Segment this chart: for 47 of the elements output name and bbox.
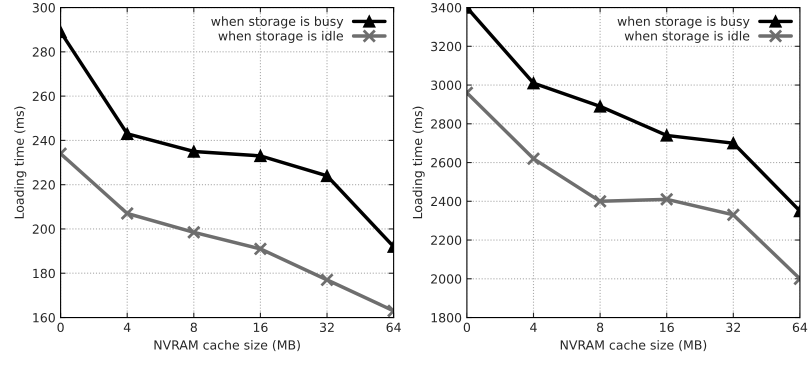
y-tick-label: 2400 (431, 196, 462, 206)
y-axis-title: Loading time (ms) (14, 106, 26, 218)
x-tick-label: 0 (464, 322, 470, 332)
y-axis-title: Loading time (ms) (412, 106, 425, 218)
x-tick-label: 16 (660, 322, 674, 332)
y-tick-label: 2800 (431, 119, 462, 129)
x-tick-label: 8 (596, 322, 604, 332)
legend-label: when storage is busy (618, 16, 750, 28)
y-tick-label: 1800 (432, 312, 462, 322)
legend-label: when storage is idle (218, 30, 343, 44)
x-tick-label: 16 (254, 322, 268, 332)
y-tick-label: 240 (32, 136, 55, 146)
y-tick-label: 3000 (431, 80, 462, 90)
y-tick-label: 220 (32, 180, 55, 190)
y-tick-label: 200 (32, 224, 55, 234)
point (254, 150, 267, 162)
x-tick-label: 0 (57, 322, 64, 332)
y-tick-label: 300 (32, 3, 55, 12)
y-tick-label: 260 (32, 92, 55, 102)
x-tick-label: 8 (190, 322, 197, 332)
x-axis-title: NVRAM cache size (MB) (154, 340, 300, 352)
x-tick-label: 64 (386, 322, 401, 332)
y-tick-label: 180 (33, 268, 55, 278)
y-tick-label: 280 (32, 47, 55, 57)
point (527, 76, 540, 90)
point (188, 145, 200, 158)
point (526, 152, 540, 166)
y-tick-label: 3400 (431, 3, 462, 12)
x-tick-label: 32 (726, 322, 740, 332)
point (660, 129, 673, 142)
point (594, 100, 606, 113)
legend-label: when storage is busy (211, 16, 344, 28)
point (660, 192, 674, 206)
y-tick-label: 160 (33, 312, 55, 322)
y-tick-label: 3200 (431, 42, 462, 52)
point (186, 225, 201, 240)
y-tick-label: 2200 (431, 236, 462, 245)
y-tick-label: 2000 (431, 274, 462, 284)
x-tick-label: 4 (124, 322, 130, 332)
point (253, 242, 268, 256)
x-tick-label: 4 (530, 322, 537, 332)
y-tick-label: 2600 (431, 158, 462, 168)
x-axis-title: NVRAM cache size (MB) (560, 340, 706, 352)
legend-label: when storage is idle (624, 30, 750, 44)
x-tick-label: 64 (792, 322, 808, 332)
x-tick-label: 32 (320, 322, 334, 332)
point (593, 194, 608, 208)
